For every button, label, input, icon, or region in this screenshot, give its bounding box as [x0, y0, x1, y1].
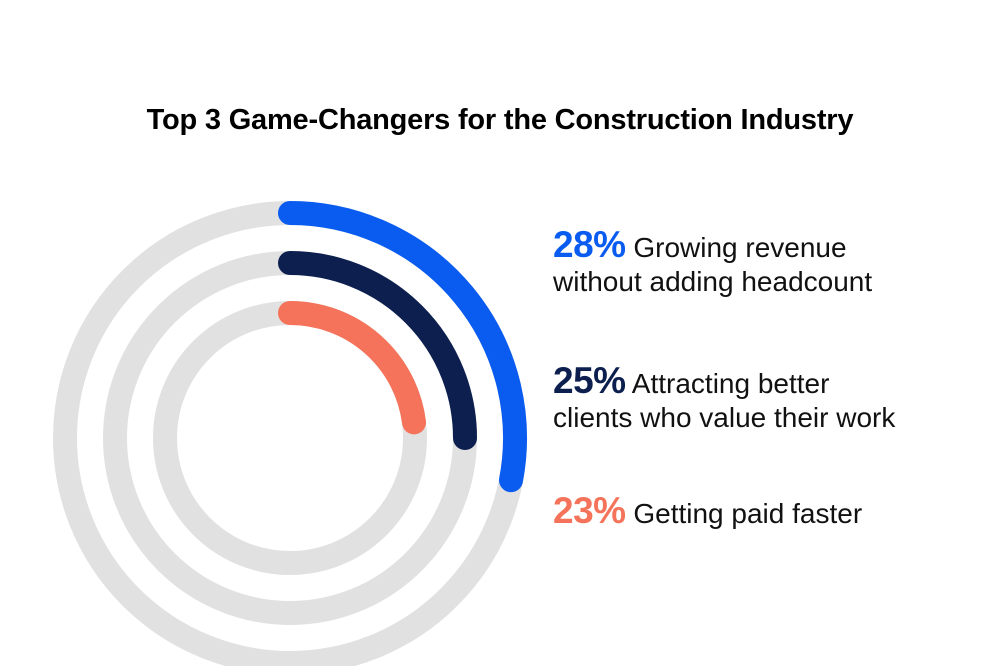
ring-arc-3: [278, 301, 427, 435]
legend-label-2-line1: Attracting better: [631, 368, 830, 399]
legend-label-3-line1: Getting paid faster: [633, 498, 863, 529]
ring-arc-1: [278, 201, 527, 493]
ring-arc-2: [278, 251, 477, 450]
legend-entry-2: 25% Attracting better clients who value …: [553, 362, 993, 435]
legend-entry-1: 28% Growing revenue without adding headc…: [553, 226, 993, 299]
legend-value-3: 23%: [553, 490, 626, 531]
legend-value-2: 25%: [553, 360, 626, 401]
legend-value-1: 28%: [553, 224, 626, 265]
legend-label-1-line1: Growing revenue: [633, 232, 847, 263]
chart-title: Top 3 Game-Changers for the Construction…: [146, 104, 854, 136]
legend-entry-3: 23% Getting paid faster: [553, 492, 993, 531]
ring-arcs: [278, 201, 527, 493]
legend-label-2-line2: clients who value their work: [553, 402, 896, 433]
legend-label-1-line2: without adding headcount: [553, 266, 873, 297]
